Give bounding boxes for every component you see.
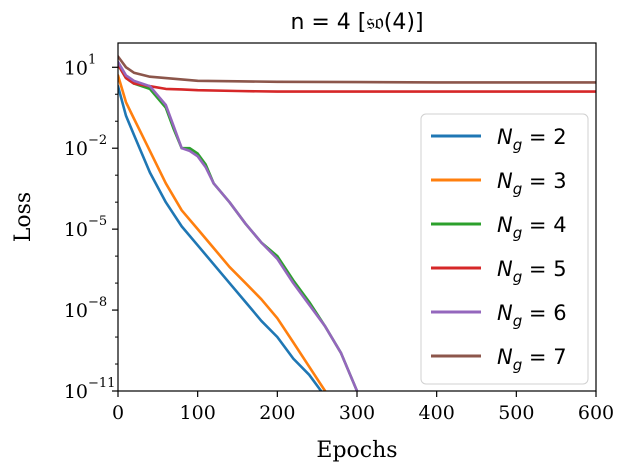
series-line-5 <box>118 60 359 391</box>
x-tick-label: 200 <box>259 402 295 424</box>
x-tick-label: 100 <box>180 402 216 424</box>
series-line-2 <box>118 74 327 391</box>
legend: Ng = 2 Ng = 3 Ng = 4 Ng = 5 Ng = 6 Ng = 7 <box>420 113 589 385</box>
chart-title: n = 4 [𝔰𝔬(4)] <box>290 10 423 35</box>
series-line-6 <box>118 55 596 84</box>
y-tick-exponent: −5 <box>88 214 107 229</box>
series-line-1 <box>118 84 323 391</box>
x-tick-label: 600 <box>578 402 614 424</box>
legend-label: Ng = 7 <box>497 345 567 374</box>
y-tick-label: 10 <box>64 219 88 241</box>
x-tick-label: 500 <box>498 402 534 424</box>
x-tick-label: 400 <box>419 402 455 424</box>
y-tick-exponent: −11 <box>88 376 115 391</box>
series-line-3 <box>118 63 359 391</box>
y-tick-label: 10 <box>64 381 88 403</box>
legend-label: Ng = 2 <box>497 125 567 154</box>
series-line-4 <box>118 63 596 93</box>
y-tick-label: 10 <box>64 138 88 160</box>
x-tick-label: 0 <box>112 402 124 424</box>
y-tick-label: 10 <box>64 57 88 79</box>
legend-label: Ng = 4 <box>497 213 567 242</box>
series-lines <box>118 55 596 391</box>
x-axis-label: Epochs <box>316 438 397 463</box>
y-tick-label: 10 <box>64 300 88 322</box>
y-axis-label: Loss <box>11 192 36 242</box>
plot-area <box>118 55 596 391</box>
y-tick-exponent: −2 <box>88 133 107 148</box>
legend-label: Ng = 5 <box>497 257 567 286</box>
legend-label: Ng = 3 <box>497 169 567 198</box>
x-tick-label: 300 <box>339 402 375 424</box>
legend-label: Ng = 6 <box>497 301 567 330</box>
y-tick-exponent: −8 <box>88 295 107 310</box>
legend-box <box>420 113 589 385</box>
y-tick-exponent: 1 <box>88 52 96 67</box>
